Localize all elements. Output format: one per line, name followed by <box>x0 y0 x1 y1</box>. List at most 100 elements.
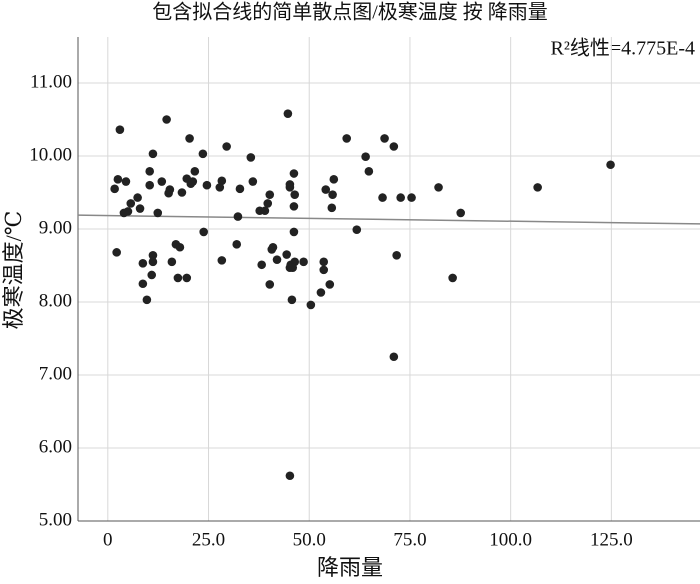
x-tick-label: 100.0 <box>489 529 532 550</box>
point <box>289 202 299 211</box>
y-tick-label: 6.00 <box>39 436 72 457</box>
point <box>215 183 225 192</box>
point <box>378 193 387 202</box>
point <box>389 142 399 151</box>
y-axis-label: 极寒温度/℃ <box>1 211 26 330</box>
point <box>342 134 352 143</box>
point <box>110 184 119 194</box>
point <box>177 188 187 197</box>
point <box>389 352 399 362</box>
point <box>199 227 208 237</box>
point <box>328 190 337 199</box>
point <box>272 255 282 264</box>
point <box>352 225 362 235</box>
chart-title: 包含拟合线的简单散点图/极寒温度 按 降雨量 <box>152 1 548 24</box>
point <box>222 142 231 151</box>
x-axis-label: 降雨量 <box>317 555 383 580</box>
point <box>456 208 466 218</box>
point <box>167 257 177 267</box>
point <box>153 208 163 218</box>
point <box>175 242 185 252</box>
point <box>217 176 227 186</box>
point <box>198 149 208 159</box>
point <box>283 109 293 118</box>
point <box>287 295 297 305</box>
point <box>268 242 278 252</box>
point <box>364 167 374 176</box>
point <box>112 248 121 257</box>
x-tick-label: 0 <box>103 529 113 550</box>
y-tick-label: 10.00 <box>29 144 72 165</box>
point <box>145 167 155 176</box>
point <box>135 204 145 213</box>
point <box>285 183 295 192</box>
x-tick-label: 50.0 <box>293 529 326 550</box>
point <box>325 280 335 289</box>
point <box>182 273 192 283</box>
point <box>217 256 227 265</box>
x-tick-label: 125.0 <box>590 529 633 550</box>
point <box>319 257 329 267</box>
point <box>145 180 155 190</box>
point <box>185 134 194 143</box>
point <box>232 240 242 249</box>
point <box>380 134 389 143</box>
point <box>533 183 542 192</box>
point <box>246 153 256 162</box>
point <box>282 250 291 259</box>
point <box>290 190 300 199</box>
point <box>165 185 175 194</box>
point <box>306 300 316 310</box>
point <box>448 273 457 283</box>
point <box>202 180 212 190</box>
point <box>257 260 266 270</box>
point <box>263 199 273 208</box>
y-tick-label: 8.00 <box>39 290 72 311</box>
point <box>329 175 339 184</box>
point <box>407 193 416 202</box>
point <box>434 183 443 192</box>
point <box>319 265 329 275</box>
point <box>138 259 148 268</box>
point <box>123 207 133 216</box>
point <box>113 175 123 184</box>
point <box>289 169 299 178</box>
point <box>115 125 125 135</box>
point <box>265 190 275 199</box>
point <box>121 177 131 186</box>
point <box>361 152 370 162</box>
point <box>265 280 275 289</box>
x-tick-label: 25.0 <box>192 529 225 550</box>
point <box>396 193 405 202</box>
x-tick-label: 75.0 <box>393 529 426 550</box>
point <box>299 257 308 267</box>
point <box>285 471 295 481</box>
point <box>392 250 401 260</box>
point <box>235 184 245 194</box>
y-tick-label: 5.00 <box>39 509 72 530</box>
annotation: R²线性=4.775E-4 <box>551 37 696 60</box>
point <box>321 185 331 194</box>
point <box>133 193 142 202</box>
point <box>327 203 337 213</box>
point <box>316 288 326 297</box>
y-tick-label: 7.00 <box>39 363 72 384</box>
point <box>147 270 157 280</box>
point <box>188 177 198 186</box>
point <box>148 250 158 260</box>
point <box>260 206 270 216</box>
point <box>126 199 136 208</box>
point <box>233 212 243 221</box>
point <box>173 273 183 283</box>
point <box>157 177 167 186</box>
point <box>606 160 615 170</box>
point <box>288 263 298 272</box>
point <box>148 149 158 159</box>
point <box>148 257 158 267</box>
y-tick-label: 9.00 <box>39 217 72 238</box>
point <box>142 295 152 305</box>
point <box>289 227 299 237</box>
point <box>162 115 171 124</box>
y-tick-label: 11.00 <box>30 71 72 92</box>
